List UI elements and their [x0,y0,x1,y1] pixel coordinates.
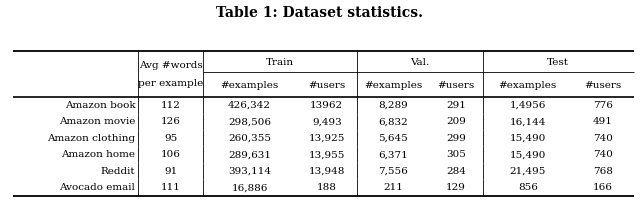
Text: 299: 299 [446,134,466,143]
Text: 291: 291 [446,101,466,110]
Text: 166: 166 [593,183,613,192]
Text: Avocado email: Avocado email [60,183,135,192]
Text: 768: 768 [593,167,613,176]
Text: 298,506: 298,506 [228,117,271,126]
Text: 209: 209 [446,117,466,126]
Text: 426,342: 426,342 [228,101,271,110]
Text: 6,371: 6,371 [378,150,408,159]
Text: 1,4956: 1,4956 [509,101,546,110]
Text: 16,144: 16,144 [509,117,546,126]
Text: 91: 91 [164,167,177,176]
Text: Val.: Val. [410,58,429,67]
Text: 260,355: 260,355 [228,134,271,143]
Text: 8,289: 8,289 [378,101,408,110]
Text: 13962: 13962 [310,101,343,110]
Text: 106: 106 [161,150,180,159]
Text: 776: 776 [593,101,613,110]
Text: 740: 740 [593,134,613,143]
Text: 111: 111 [161,183,180,192]
Text: 13,925: 13,925 [308,134,345,143]
Text: #users: #users [308,81,346,90]
Text: 15,490: 15,490 [509,134,546,143]
Text: 740: 740 [593,150,613,159]
Text: Amazon clothing: Amazon clothing [47,134,135,143]
Text: Avg #words: Avg #words [139,61,203,70]
Text: 188: 188 [317,183,337,192]
Text: 856: 856 [518,183,538,192]
Text: 15,490: 15,490 [509,150,546,159]
Text: Amazon movie: Amazon movie [59,117,135,126]
Text: 16,886: 16,886 [232,183,268,192]
Text: 289,631: 289,631 [228,150,271,159]
Text: Test: Test [547,58,569,67]
Text: 7,556: 7,556 [378,167,408,176]
Text: 5,645: 5,645 [378,134,408,143]
Text: #users: #users [584,81,621,90]
Text: #examples: #examples [499,81,557,90]
Text: 13,948: 13,948 [308,167,345,176]
Text: 284: 284 [446,167,466,176]
Text: 393,114: 393,114 [228,167,271,176]
Text: per example: per example [138,79,204,88]
Text: 13,955: 13,955 [308,150,345,159]
Text: 95: 95 [164,134,177,143]
Text: #examples: #examples [364,81,422,90]
Text: Amazon home: Amazon home [61,150,135,159]
Text: 211: 211 [383,183,403,192]
Text: Amazon book: Amazon book [65,101,135,110]
Text: 129: 129 [446,183,466,192]
Text: 305: 305 [446,150,466,159]
Text: Train: Train [266,58,294,67]
Text: 126: 126 [161,117,180,126]
Text: #examples: #examples [221,81,279,90]
Text: 6,832: 6,832 [378,117,408,126]
Text: 9,493: 9,493 [312,117,342,126]
Text: Reddit: Reddit [100,167,135,176]
Text: 112: 112 [161,101,180,110]
Text: #users: #users [437,81,475,90]
Text: 491: 491 [593,117,613,126]
Text: Table 1: Dataset statistics.: Table 1: Dataset statistics. [216,6,424,20]
Text: 21,495: 21,495 [509,167,546,176]
